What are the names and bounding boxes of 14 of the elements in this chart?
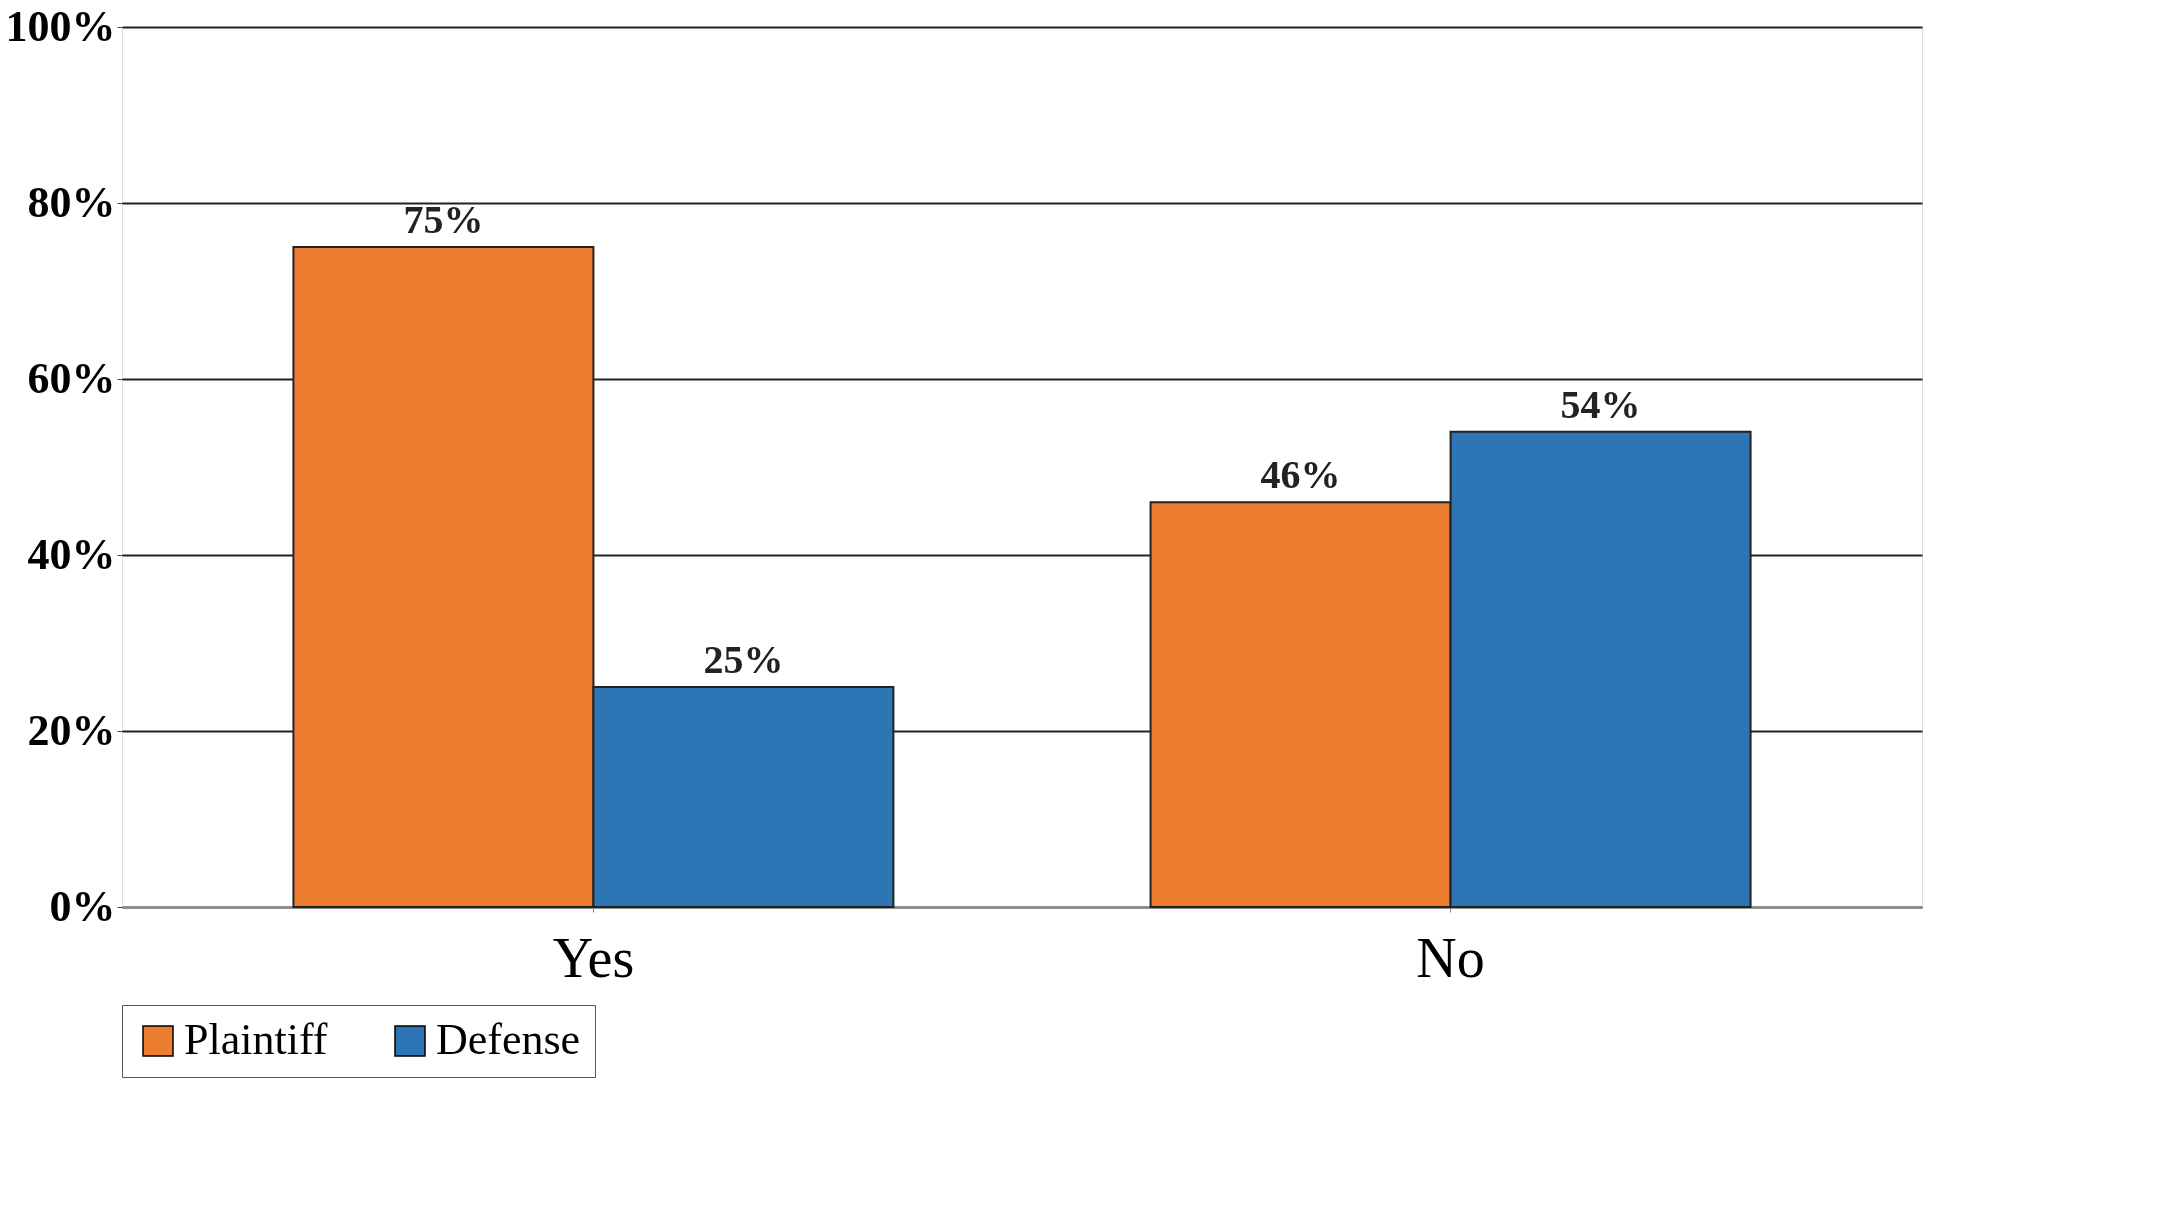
y-tick-label: 0% (49, 881, 116, 931)
y-tick-label: 20% (27, 705, 116, 755)
x-tick-label: No (1416, 926, 1485, 989)
legend-label: Plaintiff (184, 1015, 328, 1064)
y-tick-label: 40% (27, 529, 116, 579)
data-label: 25% (703, 637, 784, 682)
data-label: 46% (1260, 452, 1341, 498)
x-tick-label: Yes (552, 926, 635, 989)
legend-label: Defense (436, 1015, 581, 1064)
y-tick-label: 100% (5, 1, 116, 51)
y-tick-label: 60% (27, 353, 116, 403)
y-tick-label: 80% (27, 177, 116, 227)
data-label: 75% (403, 197, 484, 242)
data-label: 54% (1560, 381, 1641, 427)
